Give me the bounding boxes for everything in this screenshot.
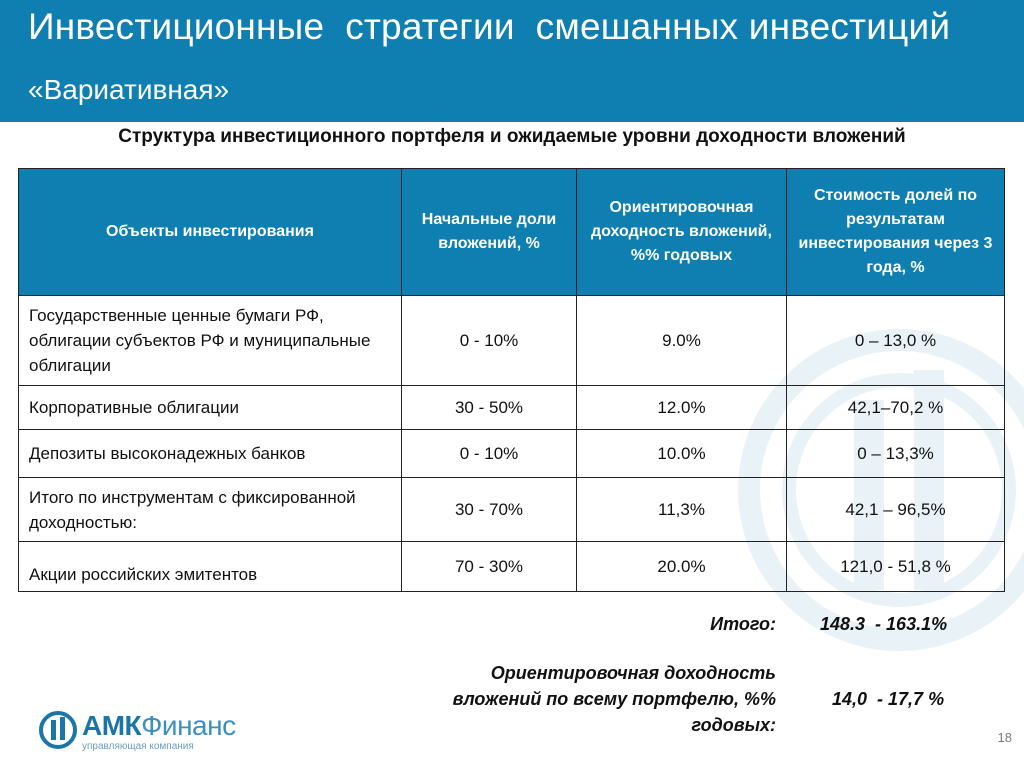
row-name: Государственные ценные бумаги РФ, облига…	[18, 295, 402, 386]
row-name: Депозиты высоконадежных банков	[18, 429, 402, 478]
row-yield: 10.0%	[576, 429, 787, 478]
row-yield: 12.0%	[576, 385, 787, 430]
slide-subtitle: «Вариативная»	[28, 74, 230, 105]
portfolio-table: Объекты инвестирования Начальные доли вл…	[18, 168, 1005, 592]
table-header-row: Объекты инвестирования Начальные доли вл…	[18, 168, 1005, 296]
column-header-expected-yield: Ориентировочная доходность вложений, %% …	[576, 168, 787, 296]
row-value: 0 – 13,0 %	[786, 295, 1005, 386]
row-value: 121,0 - 51,8 %	[786, 541, 1005, 592]
row-yield: 11,3%	[576, 477, 787, 542]
portfolio-yield-value: 14,0 - 17,7 %	[832, 689, 945, 709]
column-header-initial-share: Начальные доли вложений, %	[401, 168, 577, 296]
row-share: 0 - 10%	[401, 295, 577, 386]
logo-name-bold: АМК	[82, 710, 142, 741]
amk-logo: АМКФинанс управляющая компания	[38, 710, 238, 752]
column-header-value-after-3-years: Стоимость долей по результатам инвестиро…	[786, 168, 1005, 296]
portfolio-yield-label-line2: вложений по всему портфелю, %%	[452, 689, 776, 709]
total-value: 148.3 - 163.1%	[820, 614, 948, 634]
table-row: Депозиты высоконадежных банков 0 - 10% 1…	[18, 429, 1005, 478]
row-share: 70 - 30%	[401, 541, 577, 592]
table-row: Государственные ценные бумаги РФ, облига…	[18, 295, 1005, 386]
column-header-objects: Объекты инвестирования	[18, 168, 402, 296]
row-yield: 9.0%	[576, 295, 787, 386]
portfolio-yield-label-line3: годовых:	[691, 715, 776, 735]
logo-name-regular: Финанс	[141, 710, 236, 741]
slide-title: Инвестиционные стратегии смешанных инвес…	[28, 6, 951, 47]
row-value: 42,1 – 96,5%	[786, 477, 1005, 542]
row-share: 30 - 70%	[401, 477, 577, 542]
row-name: Итого по инструментам с фиксированной до…	[18, 477, 402, 542]
table-row: Корпоративные облигации 30 - 50% 12.0% 4…	[18, 385, 1005, 430]
row-yield: 20.0%	[576, 541, 787, 592]
table-row: Акции российских эмитентов 70 - 30% 20.0…	[18, 541, 1005, 592]
logo-tagline: управляющая компания	[82, 741, 194, 752]
table-title: Структура инвестиционного портфеля и ожи…	[118, 126, 906, 147]
row-name: Акции российских эмитентов	[18, 541, 402, 592]
page-number: 18	[997, 730, 1012, 745]
row-share: 30 - 50%	[401, 385, 577, 430]
logo-wordmark: АМКФинанс	[82, 710, 236, 742]
row-share: 0 - 10%	[401, 429, 577, 478]
row-value: 42,1–70,2 %	[786, 385, 1005, 430]
portfolio-yield-label-line1: Ориентировочная доходность	[490, 663, 776, 683]
amk-logo-icon	[39, 711, 77, 749]
table-row: Итого по инструментам с фиксированной до…	[18, 477, 1005, 542]
header-bar: Инвестиционные стратегии смешанных инвес…	[0, 0, 1024, 122]
row-name: Корпоративные облигации	[18, 385, 402, 430]
total-label: Итого:	[710, 614, 776, 634]
row-value: 0 – 13,3%	[786, 429, 1005, 478]
